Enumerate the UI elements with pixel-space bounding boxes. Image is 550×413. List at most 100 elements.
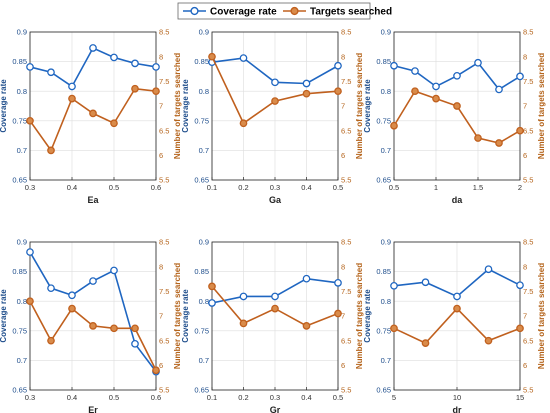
y-left-tick-label: 0.85	[194, 267, 209, 276]
y-left-tick-label: 0.75	[12, 326, 27, 335]
y-right-tick-label: 7	[159, 312, 163, 321]
y-left-tick-label: 0.75	[376, 326, 391, 335]
targets-searched-point	[68, 304, 76, 313]
y-right-tick-label: 7.5	[523, 287, 533, 296]
x-tick-label: 0.3	[270, 393, 280, 402]
targets-searched-point	[390, 121, 398, 130]
x-tick-label: 1	[434, 183, 438, 192]
x-tick-label: 0.3	[270, 183, 280, 192]
targets-searched-point	[302, 322, 311, 330]
x-axis-label: Er	[88, 405, 98, 413]
coverage-rate-point	[390, 281, 398, 290]
coverage-rate-point	[110, 53, 118, 62]
y-left-tick-label: 0.75	[194, 116, 209, 125]
targets-searched-line	[393, 90, 521, 144]
targets-searched-point	[334, 309, 342, 318]
x-tick-label: 0.5	[333, 393, 343, 402]
targets-searched-point	[26, 116, 34, 125]
coverage-rate-point	[239, 54, 248, 62]
targets-searched-point	[474, 134, 482, 142]
y-right-tick-label: 7	[159, 102, 163, 111]
y-left-tick-label: 0.75	[376, 116, 391, 125]
y-right-axis-label: Number of targets searched	[355, 53, 364, 159]
y-right-tick-label: 8.5	[523, 238, 533, 247]
coverage-rate-point	[453, 292, 461, 301]
y-right-tick-label: 7	[341, 312, 345, 321]
y-left-tick-label: 0.7	[199, 356, 209, 365]
targets-searched-point	[131, 84, 139, 93]
y-left-tick-label: 0.9	[381, 28, 391, 37]
y-right-tick-label: 8.5	[341, 238, 351, 247]
targets-searched-point	[68, 94, 76, 103]
chart-panel-gr: 0.1 0.2 0.3 0.4 0.5 0.65 0.7 0.75 0.8 0.85 0.9 5.5 6…	[181, 238, 364, 413]
y-right-tick-label: 5.5	[159, 176, 169, 185]
targets-searched-point	[152, 366, 160, 375]
y-left-tick-label: 0.75	[194, 326, 209, 335]
targets-searched-point	[453, 102, 461, 110]
y-right-tick-label: 6.5	[159, 336, 169, 345]
y-right-tick-label: 7.5	[159, 77, 169, 86]
targets-searched-point	[271, 97, 279, 105]
y-right-tick-label: 8	[341, 52, 345, 61]
legend-targets-label: Targets searched	[310, 7, 392, 18]
y-left-tick-label: 0.9	[199, 28, 209, 37]
y-left-tick-label: 0.8	[17, 87, 27, 96]
coverage-rate-point	[302, 79, 311, 88]
x-tick-label: 0.5	[109, 393, 119, 402]
y-right-tick-label: 6.5	[159, 126, 169, 135]
y-left-tick-label: 0.65	[12, 386, 27, 395]
y-left-tick-label: 0.9	[199, 238, 209, 247]
x-tick-label: 0.5	[389, 183, 399, 192]
y-left-tick-label: 0.65	[194, 176, 209, 185]
x-tick-label: 0.3	[25, 183, 35, 192]
y-right-tick-label: 5.5	[341, 386, 351, 395]
y-right-tick-label: 5.5	[523, 386, 533, 395]
y-right-axis-label: Number of targets searched	[173, 53, 182, 159]
y-left-axis-label: Coverage rate	[0, 289, 8, 343]
y-right-axis-label: Number of targets searched	[173, 263, 182, 369]
x-tick-label: 0.4	[67, 393, 77, 402]
x-tick-label: 0.1	[207, 183, 217, 192]
targets-searched-point	[432, 94, 440, 103]
y-left-tick-label: 0.8	[199, 297, 209, 306]
y-right-tick-label: 8	[523, 262, 527, 271]
targets-searched-point	[89, 322, 97, 330]
y-right-tick-label: 5.5	[523, 176, 533, 185]
targets-searched-point	[239, 119, 248, 128]
y-right-tick-label: 6	[341, 361, 345, 370]
coverage-rate-point	[411, 67, 419, 75]
y-left-axis-label: Coverage rate	[363, 79, 372, 133]
coverage-rate-point	[110, 266, 118, 275]
y-left-tick-label: 0.85	[194, 57, 209, 66]
plot-area-frame	[29, 241, 157, 391]
y-right-tick-label: 7.5	[341, 287, 351, 296]
y-right-tick-label: 6	[159, 361, 163, 370]
y-right-axis-label: Number of targets searched	[355, 263, 364, 369]
targets-searched-point	[152, 87, 160, 96]
coverage-rate-point	[208, 299, 216, 307]
targets-searched-point	[110, 324, 118, 333]
y-right-tick-label: 8	[523, 52, 527, 61]
x-tick-label: 10	[453, 393, 461, 402]
chart-panel-dr: 5 10 15 0.65 0.7 0.75 0.8 0.85 0.9 5.5 6 6.5 7 7.5 8 8.…	[363, 238, 546, 413]
coverage-rate-line	[29, 46, 157, 88]
y-right-tick-label: 8.5	[341, 28, 351, 37]
y-left-tick-label: 0.85	[12, 57, 27, 66]
chart-panels: 0.3 0.4 0.5 0.60.650.70.750.80.850.95.566.5…	[0, 28, 546, 413]
coverage-rate-line	[29, 251, 157, 373]
x-tick-label: 15	[516, 393, 524, 402]
y-left-axis-label: Coverage rate	[181, 79, 190, 133]
plot-area-frame	[393, 31, 521, 181]
legend-coverage-label: Coverage rate	[210, 7, 277, 18]
targets-searched-point	[47, 336, 55, 345]
coverage-rate-point	[432, 82, 440, 91]
targets-searched-point	[131, 324, 139, 333]
legend-box	[177, 2, 371, 20]
chart-panel-ga: 0.1 0.2 0.3 0.4 0.5 0.65 0.7 0.75 0.8 0.85 0.9 5.5 6…	[181, 28, 364, 205]
coverage-rate-point	[47, 284, 55, 293]
coverage-rate-point	[68, 82, 76, 91]
y-left-tick-label: 0.75	[12, 116, 27, 125]
coverage-rate-point	[26, 248, 34, 256]
y-right-tick-label: 7	[523, 102, 527, 111]
